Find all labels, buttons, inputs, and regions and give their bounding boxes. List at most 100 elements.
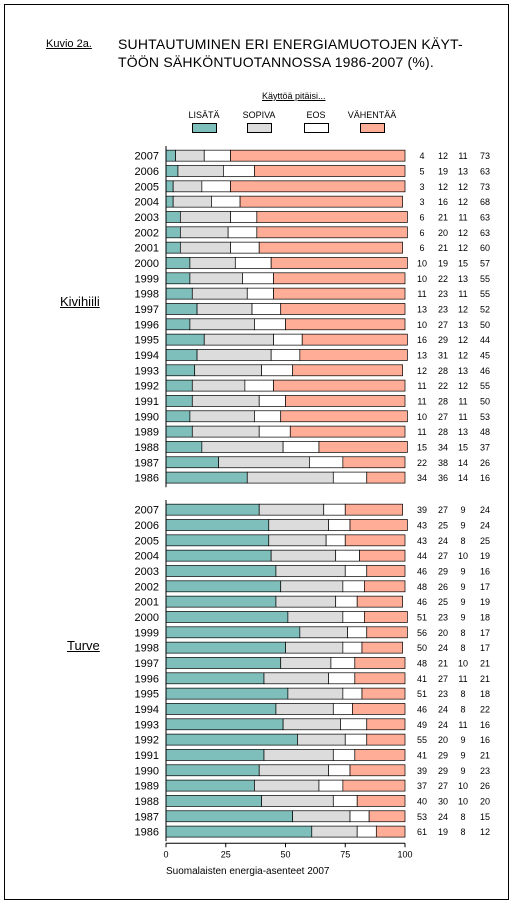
x-tick-label: 100 bbox=[397, 849, 412, 859]
bar-segment-eos bbox=[328, 764, 351, 777]
value-label-eos: 10 bbox=[458, 551, 468, 561]
value-label-vahentaa: 63 bbox=[480, 212, 490, 222]
bar-segment-lisata bbox=[165, 565, 277, 577]
value-label-eos: 11 bbox=[458, 212, 467, 222]
value-label-lisata: 10 bbox=[417, 274, 427, 284]
bar-segment-sopiva bbox=[179, 241, 231, 254]
bar-segment-eos bbox=[332, 795, 358, 807]
bar-segment-lisata bbox=[165, 825, 313, 838]
value-label-lisata: 6 bbox=[419, 228, 424, 238]
value-label-lisata: 37 bbox=[417, 781, 427, 791]
value-label-eos: 13 bbox=[458, 320, 468, 330]
value-label-lisata: 3 bbox=[419, 197, 424, 207]
value-label-eos: 11 bbox=[458, 674, 467, 684]
value-label-eos: 9 bbox=[460, 520, 465, 530]
value-label-vahentaa: 63 bbox=[480, 228, 490, 238]
value-label-sopiva: 25 bbox=[438, 520, 448, 530]
bar-segment-eos bbox=[318, 779, 344, 792]
value-label-vahentaa: 16 bbox=[480, 735, 490, 745]
bar-segment-sopiva bbox=[191, 287, 248, 300]
bar-segment-lisata bbox=[165, 471, 248, 484]
value-label-lisata: 49 bbox=[417, 720, 427, 730]
value-label-vahentaa: 17 bbox=[480, 582, 490, 592]
bar-segment-eos bbox=[227, 226, 258, 239]
year-label: 1993 bbox=[135, 719, 159, 731]
value-label-eos: 11 bbox=[458, 720, 467, 730]
year-label: 1997 bbox=[135, 304, 159, 316]
legend-swatch-eos bbox=[304, 123, 329, 133]
value-label-sopiva: 20 bbox=[438, 628, 448, 638]
value-label-lisata: 39 bbox=[417, 766, 427, 776]
bar-segment-lisata bbox=[165, 595, 277, 608]
bar-segment-eos bbox=[246, 287, 274, 300]
bar-segment-sopiva bbox=[254, 779, 320, 792]
bar-segment-lisata bbox=[165, 287, 193, 300]
bar-segment-eos bbox=[328, 519, 351, 531]
bar-segment-lisata bbox=[165, 519, 270, 531]
year-label: 1994 bbox=[135, 704, 159, 716]
bar-segment-sopiva bbox=[275, 595, 337, 608]
year-label: 2004 bbox=[135, 551, 159, 563]
value-label-eos: 13 bbox=[458, 166, 468, 176]
value-label-eos: 9 bbox=[460, 505, 465, 515]
bar-segment-eos bbox=[342, 611, 365, 623]
bar-segment-eos bbox=[342, 641, 363, 654]
bar-segment-vahentaa bbox=[342, 779, 406, 792]
year-label: 1991 bbox=[135, 750, 159, 762]
bar-segment-eos bbox=[328, 672, 356, 685]
bar-segment-lisata bbox=[165, 349, 198, 361]
year-label: 2000 bbox=[135, 258, 159, 270]
value-label-lisata: 56 bbox=[417, 628, 427, 638]
value-label-eos: 11 bbox=[458, 412, 467, 422]
bar-segment-sopiva bbox=[292, 810, 351, 823]
value-label-vahentaa: 24 bbox=[480, 520, 490, 530]
bar-segment-lisata bbox=[165, 503, 260, 516]
bar-segment-vahentaa bbox=[366, 733, 406, 746]
value-label-vahentaa: 50 bbox=[480, 320, 490, 330]
value-label-sopiva: 28 bbox=[438, 366, 448, 376]
x-tick-label: 25 bbox=[221, 849, 231, 859]
bar-segment-lisata bbox=[165, 657, 282, 669]
value-label-sopiva: 24 bbox=[438, 536, 448, 546]
bar-segment-sopiva bbox=[275, 703, 334, 715]
bar-segment-eos bbox=[201, 180, 231, 193]
value-label-lisata: 44 bbox=[417, 551, 427, 561]
value-label-vahentaa: 16 bbox=[480, 566, 490, 576]
bar-segment-eos bbox=[335, 549, 360, 562]
bar-segment-vahentaa bbox=[280, 410, 408, 423]
value-label-sopiva: 23 bbox=[438, 304, 448, 314]
bar-segment-sopiva bbox=[263, 672, 329, 685]
value-label-sopiva: 36 bbox=[438, 473, 448, 483]
value-label-sopiva: 23 bbox=[438, 689, 448, 699]
legend-swatch-lisata bbox=[192, 123, 217, 133]
value-label-eos: 9 bbox=[460, 566, 465, 576]
value-label-vahentaa: 19 bbox=[480, 597, 490, 607]
x-tick-label: 0 bbox=[163, 849, 168, 859]
year-label: 2006 bbox=[135, 166, 159, 178]
bar-segment-lisata bbox=[165, 687, 289, 700]
bar-segment-lisata bbox=[165, 718, 284, 731]
bar-segment-lisata bbox=[165, 810, 294, 823]
bar-segment-vahentaa bbox=[364, 611, 408, 623]
bar-segment-sopiva bbox=[179, 211, 231, 223]
value-label-lisata: 11 bbox=[417, 289, 426, 299]
bar-segment-vahentaa bbox=[280, 303, 406, 315]
bar-segment-vahentaa bbox=[366, 718, 406, 731]
bar-segment-vahentaa bbox=[344, 503, 403, 516]
value-label-vahentaa: 20 bbox=[480, 796, 490, 806]
bar-segment-eos bbox=[258, 395, 286, 407]
value-label-eos: 8 bbox=[460, 628, 465, 638]
value-label-vahentaa: 18 bbox=[480, 689, 490, 699]
bar-segment-vahentaa bbox=[258, 241, 403, 254]
value-label-sopiva: 27 bbox=[438, 781, 448, 791]
value-label-lisata: 12 bbox=[417, 366, 427, 376]
bar-segment-lisata bbox=[165, 764, 260, 777]
value-label-sopiva: 27 bbox=[438, 674, 448, 684]
year-label: 2003 bbox=[135, 212, 159, 224]
bar-segment-vahentaa bbox=[356, 595, 403, 608]
value-label-lisata: 43 bbox=[417, 520, 427, 530]
value-label-vahentaa: 60 bbox=[480, 243, 490, 253]
bar-segment-sopiva bbox=[218, 456, 310, 469]
bar-segment-eos bbox=[244, 379, 274, 392]
value-label-sopiva: 31 bbox=[438, 350, 448, 360]
